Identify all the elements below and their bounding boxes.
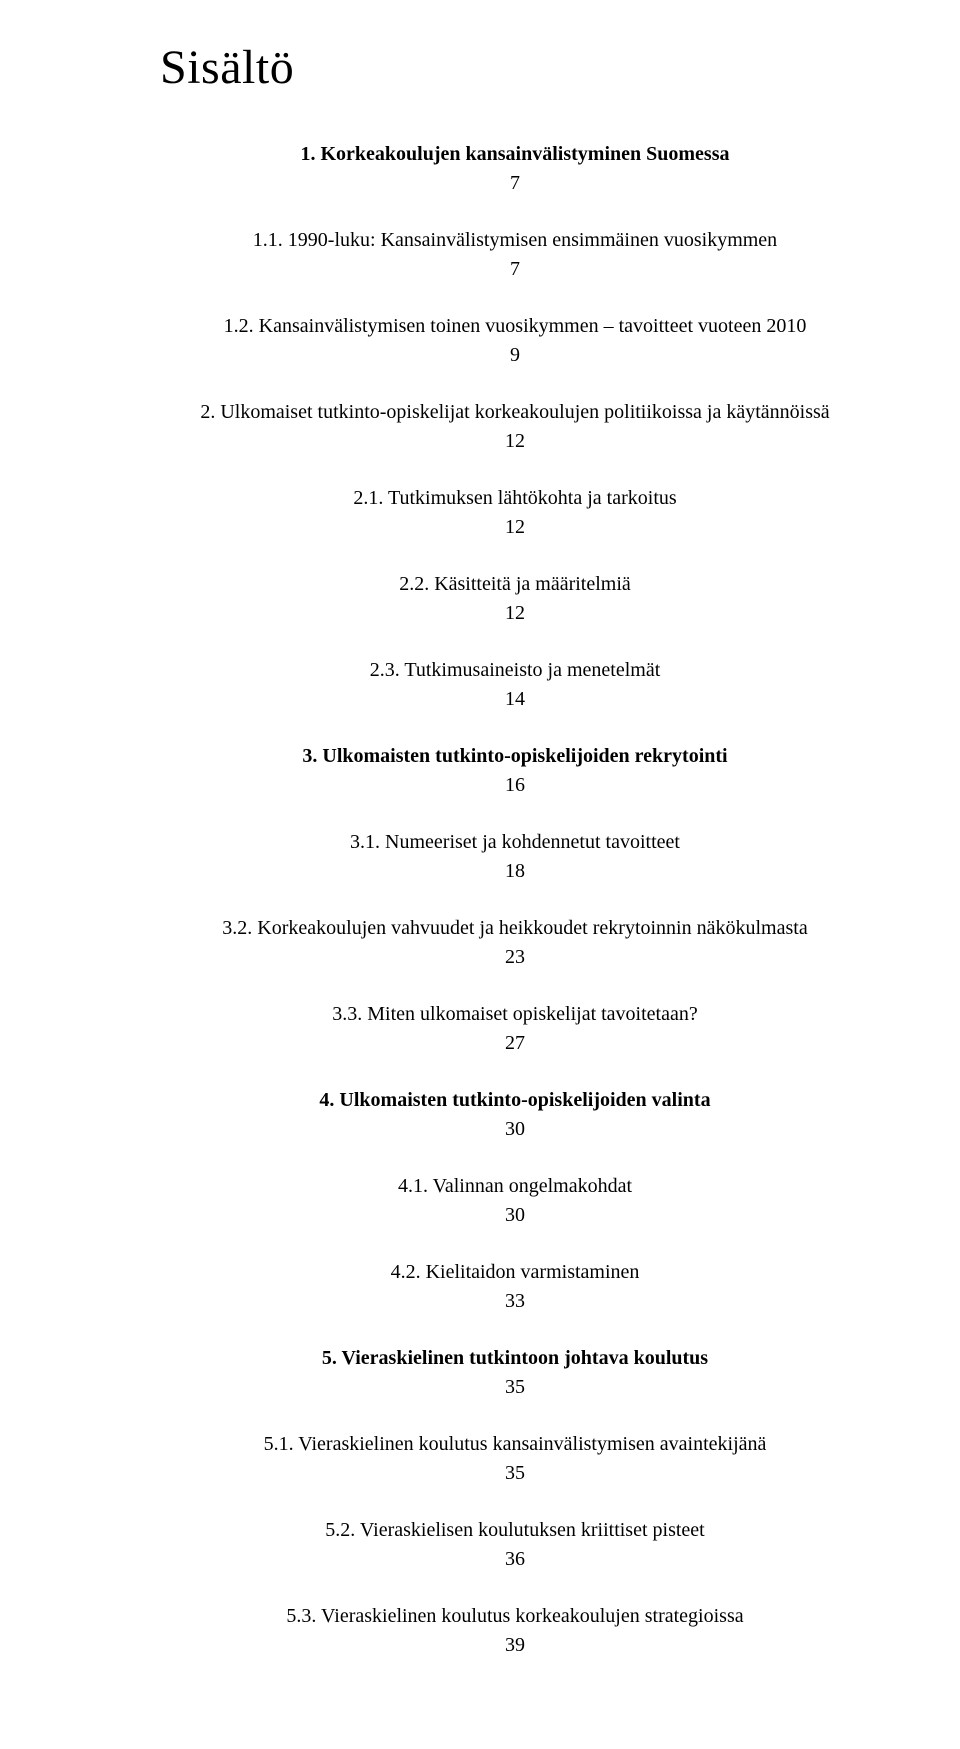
toc-entry-label: 2. Ulkomaiset tutkinto-opiskelijat korke… — [160, 399, 870, 426]
toc-entry: 1. Korkeakoulujen kansainvälistyminen Su… — [160, 141, 870, 197]
toc-entry-page: 35 — [160, 1374, 870, 1401]
toc-page: Sisältö 1. Korkeakoulujen kansainvälisty… — [0, 0, 960, 1749]
toc-entry: 2.3. Tutkimusaineisto ja menetelmät14 — [160, 657, 870, 713]
toc-entry: 2.1. Tutkimuksen lähtökohta ja tarkoitus… — [160, 485, 870, 541]
toc-list: 1. Korkeakoulujen kansainvälistyminen Su… — [160, 141, 870, 1659]
toc-entry: 4. Ulkomaisten tutkinto-opiskelijoiden v… — [160, 1087, 870, 1143]
toc-entry: 2.2. Käsitteitä ja määritelmiä12 — [160, 571, 870, 627]
toc-entry-label: 1. Korkeakoulujen kansainvälistyminen Su… — [160, 141, 870, 168]
toc-entry-page: 12 — [160, 514, 870, 541]
toc-entry-label: 3.3. Miten ulkomaiset opiskelijat tavoit… — [160, 1001, 870, 1028]
toc-entry-label: 5. Vieraskielinen tutkintoon johtava kou… — [160, 1345, 870, 1372]
toc-entry: 1.1. 1990-luku: Kansainvälistymisen ensi… — [160, 227, 870, 283]
toc-entry: 4.2. Kielitaidon varmistaminen33 — [160, 1259, 870, 1315]
toc-entry-label: 5.1. Vieraskielinen koulutus kansainväli… — [160, 1431, 870, 1458]
toc-entry: 5. Vieraskielinen tutkintoon johtava kou… — [160, 1345, 870, 1401]
toc-entry-label: 3. Ulkomaisten tutkinto-opiskelijoiden r… — [160, 743, 870, 770]
toc-entry: 3.1. Numeeriset ja kohdennetut tavoittee… — [160, 829, 870, 885]
toc-entry-page: 7 — [160, 256, 870, 283]
toc-entry-page: 36 — [160, 1546, 870, 1573]
toc-entry-label: 4.1. Valinnan ongelmakohdat — [160, 1173, 870, 1200]
toc-entry-page: 7 — [160, 170, 870, 197]
toc-entry-label: 4. Ulkomaisten tutkinto-opiskelijoiden v… — [160, 1087, 870, 1114]
toc-entry: 3.3. Miten ulkomaiset opiskelijat tavoit… — [160, 1001, 870, 1057]
toc-entry: 3. Ulkomaisten tutkinto-opiskelijoiden r… — [160, 743, 870, 799]
toc-entry-page: 16 — [160, 772, 870, 799]
toc-entry-label: 1.2. Kansainvälistymisen toinen vuosikym… — [160, 313, 870, 340]
toc-entry: 5.2. Vieraskielisen koulutuksen kriittis… — [160, 1517, 870, 1573]
toc-entry-page: 12 — [160, 600, 870, 627]
toc-entry: 2. Ulkomaiset tutkinto-opiskelijat korke… — [160, 399, 870, 455]
toc-entry: 5.1. Vieraskielinen koulutus kansainväli… — [160, 1431, 870, 1487]
toc-entry-page: 27 — [160, 1030, 870, 1057]
toc-entry: 3.2. Korkeakoulujen vahvuudet ja heikkou… — [160, 915, 870, 971]
toc-entry-label: 2.1. Tutkimuksen lähtökohta ja tarkoitus — [160, 485, 870, 512]
toc-entry-label: 3.2. Korkeakoulujen vahvuudet ja heikkou… — [160, 915, 870, 942]
toc-entry-label: 5.3. Vieraskielinen koulutus korkeakoulu… — [160, 1603, 870, 1630]
toc-entry-page: 9 — [160, 342, 870, 369]
toc-title: Sisältö — [160, 40, 870, 95]
toc-entry-page: 14 — [160, 686, 870, 713]
toc-entry-label: 2.2. Käsitteitä ja määritelmiä — [160, 571, 870, 598]
toc-entry-page: 35 — [160, 1460, 870, 1487]
toc-entry: 4.1. Valinnan ongelmakohdat30 — [160, 1173, 870, 1229]
toc-entry-page: 18 — [160, 858, 870, 885]
toc-entry-page: 30 — [160, 1202, 870, 1229]
toc-entry-page: 23 — [160, 944, 870, 971]
toc-entry-page: 33 — [160, 1288, 870, 1315]
toc-entry-label: 1.1. 1990-luku: Kansainvälistymisen ensi… — [160, 227, 870, 254]
toc-entry: 1.2. Kansainvälistymisen toinen vuosikym… — [160, 313, 870, 369]
toc-entry-label: 3.1. Numeeriset ja kohdennetut tavoittee… — [160, 829, 870, 856]
toc-entry-page: 12 — [160, 428, 870, 455]
toc-entry-page: 39 — [160, 1632, 870, 1659]
toc-entry: 5.3. Vieraskielinen koulutus korkeakoulu… — [160, 1603, 870, 1659]
toc-entry-label: 4.2. Kielitaidon varmistaminen — [160, 1259, 870, 1286]
toc-entry-page: 30 — [160, 1116, 870, 1143]
toc-entry-label: 5.2. Vieraskielisen koulutuksen kriittis… — [160, 1517, 870, 1544]
toc-entry-label: 2.3. Tutkimusaineisto ja menetelmät — [160, 657, 870, 684]
